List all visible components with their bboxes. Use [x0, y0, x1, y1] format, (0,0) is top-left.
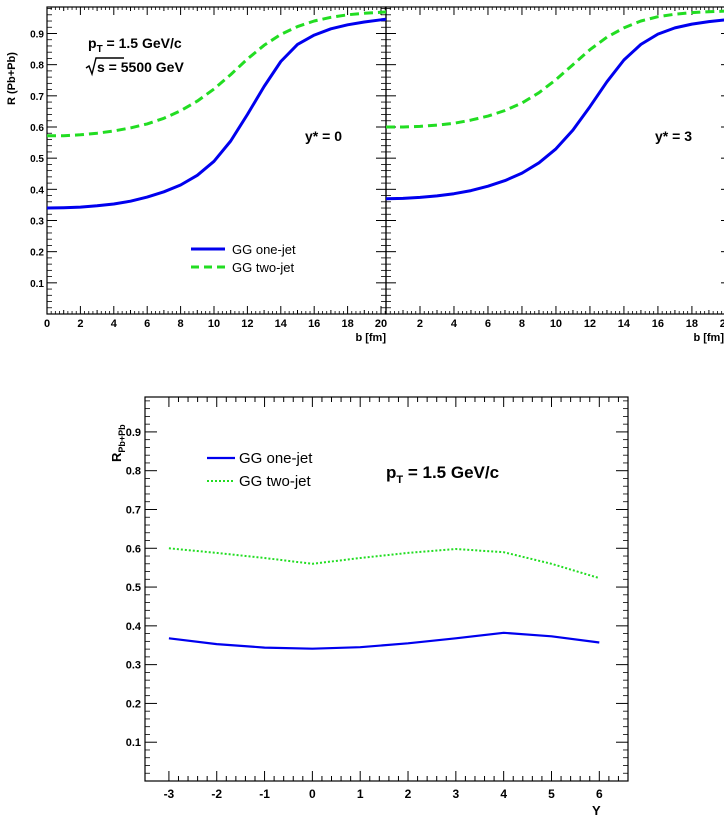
x-tick-label: 8 — [519, 318, 525, 330]
x-tick-label: 4 — [451, 318, 458, 330]
x-tick-label: 6 — [485, 318, 491, 330]
panel1-ystar-label: y* = 0 — [305, 128, 342, 144]
x-tick-label: 16 — [652, 318, 664, 330]
x-tick-label: 3 — [452, 787, 459, 801]
x-tick-label: -2 — [211, 787, 222, 801]
curves-layer — [46, 9, 724, 650]
x-tick-label: -1 — [259, 787, 270, 801]
y-tick-label: 0.9 — [126, 427, 141, 439]
x-tick-label: 0 — [44, 318, 50, 330]
x-tick-label: 16 — [308, 318, 320, 330]
panel3-y-axis-label: RPb+Pb — [109, 424, 127, 462]
x-tick-label: 0 — [309, 787, 316, 801]
x-tick-label: 18 — [686, 318, 698, 330]
panel3-pt-label: pT = 1.5 GeV/c — [386, 463, 499, 486]
x-tick-label: 8 — [178, 318, 184, 330]
x-tick-label: 14 — [618, 318, 631, 330]
y-tick-label: 0.5 — [126, 582, 141, 594]
x-tick-label: 10 — [208, 318, 220, 330]
panel3-frame — [144, 396, 629, 782]
x-tick-label: 1 — [357, 787, 364, 801]
x-tick-label: 4 — [111, 318, 118, 330]
y-tick-label: 0.1 — [126, 737, 141, 749]
legend3-one-jet-label: GG one-jet — [239, 450, 313, 467]
x-tick-label: 10 — [550, 318, 562, 330]
legend1-one-jet-label: GG one-jet — [232, 242, 296, 257]
x-tick-label: 4 — [500, 787, 507, 801]
x-tick-label: 2 — [77, 318, 83, 330]
y-tick-label: 0.3 — [30, 216, 44, 227]
svg-text:s = 5500 GeV: s = 5500 GeV — [97, 59, 184, 75]
panel1-series-one-jet — [46, 17, 387, 210]
x-tick-label: 14 — [275, 318, 288, 330]
panel3-series-one-jet — [168, 631, 600, 650]
y-tick-label: 0.3 — [126, 660, 141, 672]
legend1-two-jet-label: GG two-jet — [232, 260, 295, 275]
panel1-y-axis-label: R (Pb+Pb) — [6, 52, 18, 105]
ticks-layer: 0 2 4 6 8 10 12 14 16 18 200.10.20.30.40.50.60.70.… — [30, 7, 724, 801]
y-tick-label: 0.9 — [30, 29, 44, 40]
panel3-x-axis-label: Y — [592, 803, 601, 818]
x-tick-label: 20 — [375, 318, 387, 330]
legend3-two-jet-label: GG two-jet — [239, 473, 312, 490]
y-tick-label: 0.5 — [30, 154, 44, 165]
x-tick-label: 12 — [241, 318, 253, 330]
sqrt-s-label: s = 5500 GeV — [85, 57, 184, 77]
panel2-series-two-jet — [386, 9, 724, 129]
y-tick-label: 0.6 — [126, 543, 141, 555]
y-tick-label: 0.8 — [30, 61, 44, 72]
y-tick-label: 0.6 — [30, 123, 44, 134]
panel1-series-two-jet — [47, 10, 387, 138]
x-tick-label: 6 — [596, 787, 603, 801]
y-tick-label: 0.8 — [126, 466, 141, 478]
x-tick-label: 2 — [405, 787, 412, 801]
x-tick-label: 2 — [417, 318, 423, 330]
panel1-x-axis-label: b [fm] — [355, 332, 386, 344]
x-tick-label: 6 — [144, 318, 150, 330]
y-tick-label: 0.2 — [30, 248, 44, 259]
panel3-series-two-jet — [168, 547, 600, 580]
x-tick-label: 12 — [584, 318, 596, 330]
panel2-series-one-jet — [385, 18, 724, 201]
y-tick-label: 0.4 — [126, 621, 142, 633]
y-tick-label: 0.7 — [126, 504, 141, 516]
y-tick-label: 0.4 — [30, 185, 44, 196]
x-tick-label: -3 — [164, 787, 175, 801]
x-tick-label: 20 — [720, 318, 724, 330]
panel2-ystar-label: y* = 3 — [655, 128, 692, 144]
y-tick-label: 0.2 — [126, 698, 141, 710]
sqrt-icon — [85, 57, 124, 77]
y-tick-label: 0.1 — [30, 279, 44, 290]
x-tick-label: 5 — [548, 787, 555, 801]
panel2-frame — [385, 6, 724, 315]
panel2-x-axis-label: b [fm] — [693, 332, 724, 344]
x-tick-label: 18 — [341, 318, 353, 330]
panel1-pt-label: pT = 1.5 GeV/c — [88, 35, 182, 55]
y-tick-label: 0.7 — [30, 92, 44, 103]
